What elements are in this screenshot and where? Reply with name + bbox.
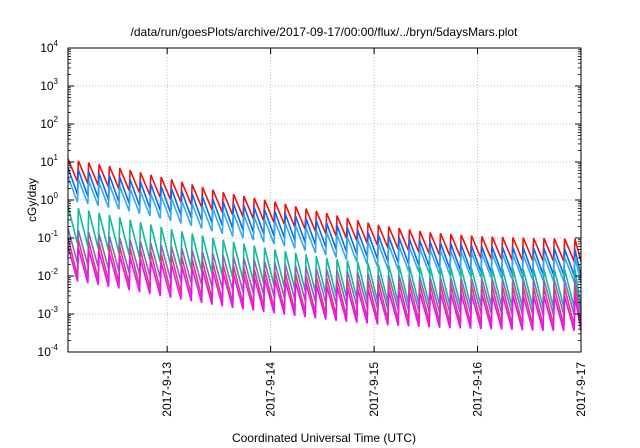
- series-line-1: [67, 158, 582, 262]
- y-tick-label: 10-2: [38, 267, 59, 283]
- series-group: [67, 158, 582, 332]
- x-axis-label: Coordinated Universal Time (UTC): [232, 431, 416, 445]
- y-tick-label: 102: [40, 115, 58, 131]
- y-tick-labels: 10-4 10-3 10-2 10-1 100 101 102 103 104: [38, 39, 59, 359]
- y-tick-label: 100: [40, 191, 58, 207]
- chart-title: /data/run/goesPlots/archive/2017-09-17/0…: [131, 25, 519, 39]
- x-tick-label: 2017-9-16: [471, 362, 485, 417]
- y-axis-label: cGy/day: [25, 178, 39, 222]
- x-tick-labels: 2017-9-13 2017-9-14 2017-9-15 2017-9-16 2017…: [160, 362, 588, 417]
- y-tick-label: 104: [40, 39, 58, 55]
- x-tick-label: 2017-9-14: [264, 362, 278, 417]
- y-tick-label: 101: [40, 153, 58, 169]
- x-tick-label: 2017-9-17: [574, 362, 588, 417]
- axis-ticks: [68, 47, 582, 353]
- y-tick-label: 10-1: [38, 229, 59, 245]
- y-tick-label: 10-4: [38, 343, 59, 359]
- x-tick-label: 2017-9-15: [367, 362, 381, 417]
- series-line-3: [67, 176, 582, 283]
- y-tick-label: 10-3: [38, 305, 59, 321]
- y-tick-label: 103: [40, 77, 58, 93]
- x-tick-label: 2017-9-13: [160, 362, 174, 417]
- series-line-7: [67, 246, 582, 332]
